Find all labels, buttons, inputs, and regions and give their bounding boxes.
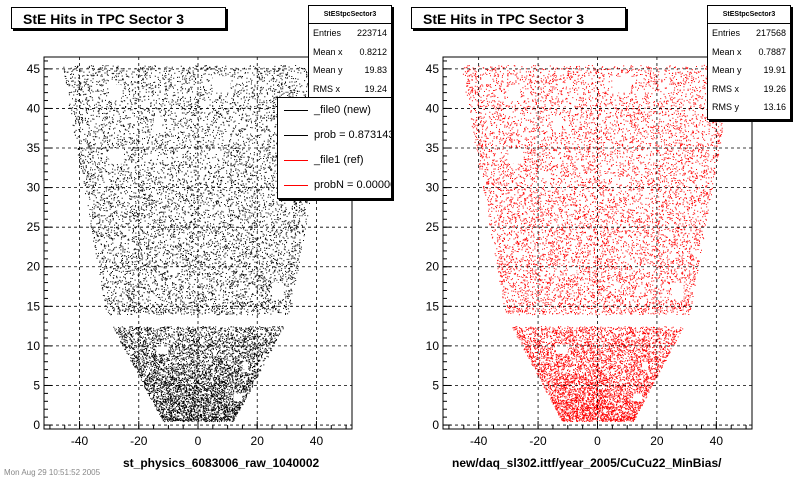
scatter-plot-new: -40 -20 0 20 40 0 5 10 15 20 25 30 35 40 45 xyxy=(27,56,353,448)
y-tick-label: 15 xyxy=(27,299,41,313)
stats-row: Mean x 0.8212 xyxy=(313,46,387,57)
stats-row: Mean y 19.83 xyxy=(313,65,387,75)
legend-entry: _file0 (new) xyxy=(278,98,391,123)
empty-cell xyxy=(508,84,521,101)
empty-cell xyxy=(168,266,178,275)
y-tick-label: 20 xyxy=(27,260,41,274)
empty-cell xyxy=(109,84,121,101)
x-tick-label: -20 xyxy=(529,434,547,448)
stats-row: RMS x 19.26 xyxy=(712,83,786,94)
hit-points xyxy=(63,65,335,423)
stats-row: Entries 217568 xyxy=(712,28,786,38)
legend-line-icon xyxy=(284,160,308,161)
y-tick-label: 30 xyxy=(426,181,440,195)
legend-entry: prob = 0.873143 xyxy=(278,123,391,148)
stats-row: Mean x 0.7887 xyxy=(712,46,786,57)
y-tick-label: 0 xyxy=(33,418,40,432)
empty-cell xyxy=(272,282,284,299)
scatter-plot-ref: -40 -20 0 20 40 0 5 10 15 20 25 30 35 40 45 xyxy=(426,56,753,448)
x-tick-label: 20 xyxy=(650,434,664,448)
y-tick-label: 25 xyxy=(27,220,41,234)
stats-row: RMS y 13.16 xyxy=(712,102,786,112)
x-axis-title: new/daq_sl302.ittf/year_2005/CuCu22_MinB… xyxy=(452,456,722,470)
x-tick-label: -20 xyxy=(130,434,148,448)
plot-title: StE Hits in TPC Sector 3 xyxy=(411,7,626,29)
legend-entry: _file1 (ref) xyxy=(278,148,391,173)
x-tick-label: 20 xyxy=(251,434,265,448)
empty-cell xyxy=(552,116,562,133)
x-tick-label: 0 xyxy=(195,434,202,448)
y-tick-label: 40 xyxy=(27,101,41,115)
y-tick-label: 10 xyxy=(27,339,41,353)
stats-row: RMS x 19.24 xyxy=(313,83,387,94)
histogram-pad-new: -40 -20 0 20 40 0 5 10 15 20 25 30 35 40 45 StE Hits i… xyxy=(4,5,392,477)
legend-line-icon xyxy=(284,135,308,136)
y-tick-label: 5 xyxy=(33,378,40,392)
stats-row: Mean y 19.91 xyxy=(712,65,786,75)
y-tick-label: 10 xyxy=(426,339,440,353)
empty-cell xyxy=(633,393,643,402)
empty-cell xyxy=(242,361,249,370)
legend: _file0 (new) prob = 0.873143 _file1 (ref… xyxy=(277,97,392,199)
y-tick-label: 45 xyxy=(27,62,41,76)
empty-cell xyxy=(555,344,568,354)
plot-title: StE Hits in TPC Sector 3 xyxy=(11,7,226,29)
y-tick-label: 45 xyxy=(426,62,440,76)
y-tick-label: 30 xyxy=(27,181,41,195)
timestamp: Mon Aug 29 10:51:52 2005 xyxy=(4,468,101,477)
empty-cell xyxy=(153,116,163,133)
stats-box: StEStpcSector3 Entries 223714 Mean x 0.821… xyxy=(308,5,392,101)
x-axis-title: st_physics_6083006_raw_1040002 xyxy=(123,456,320,470)
legend-line-icon xyxy=(284,110,308,111)
y-tick-label: 5 xyxy=(432,378,439,392)
y-tick-label: 20 xyxy=(426,260,440,274)
legend-entry: probN = 0.000000 xyxy=(278,173,391,198)
y-tick-label: 35 xyxy=(27,141,41,155)
y-tick-label: 35 xyxy=(426,141,440,155)
empty-cell xyxy=(612,76,631,93)
empty-cell xyxy=(212,76,231,93)
stats-name: StEStpcSector3 xyxy=(309,6,391,24)
x-tick-label: 40 xyxy=(310,434,324,448)
empty-cell xyxy=(233,393,243,402)
y-tick-label: 15 xyxy=(426,299,440,313)
empty-cell xyxy=(567,266,577,275)
x-tick-label: -40 xyxy=(470,434,488,448)
stats-row: Entries 223714 xyxy=(313,28,387,38)
y-tick-label: 0 xyxy=(432,418,439,432)
legend-line-icon xyxy=(284,185,308,186)
stats-box: StEStpcSector3 Entries 217568 Mean x 0.788… xyxy=(707,5,791,120)
x-tick-label: 0 xyxy=(594,434,601,448)
x-tick-label: 40 xyxy=(710,434,724,448)
empty-cell xyxy=(671,282,684,299)
y-tick-label: 25 xyxy=(426,220,440,234)
empty-cell xyxy=(508,148,524,164)
empty-cell xyxy=(642,361,649,370)
empty-cell xyxy=(156,344,169,354)
y-tick-label: 40 xyxy=(426,101,440,115)
empty-cell xyxy=(109,148,124,164)
hit-points xyxy=(462,64,735,423)
x-tick-label: -40 xyxy=(71,434,89,448)
histogram-pad-ref: -40 -20 0 20 40 0 5 10 15 20 25 30 35 40 45 StE Hits i… xyxy=(400,0,800,480)
stats-name: StEStpcSector3 xyxy=(708,6,790,24)
